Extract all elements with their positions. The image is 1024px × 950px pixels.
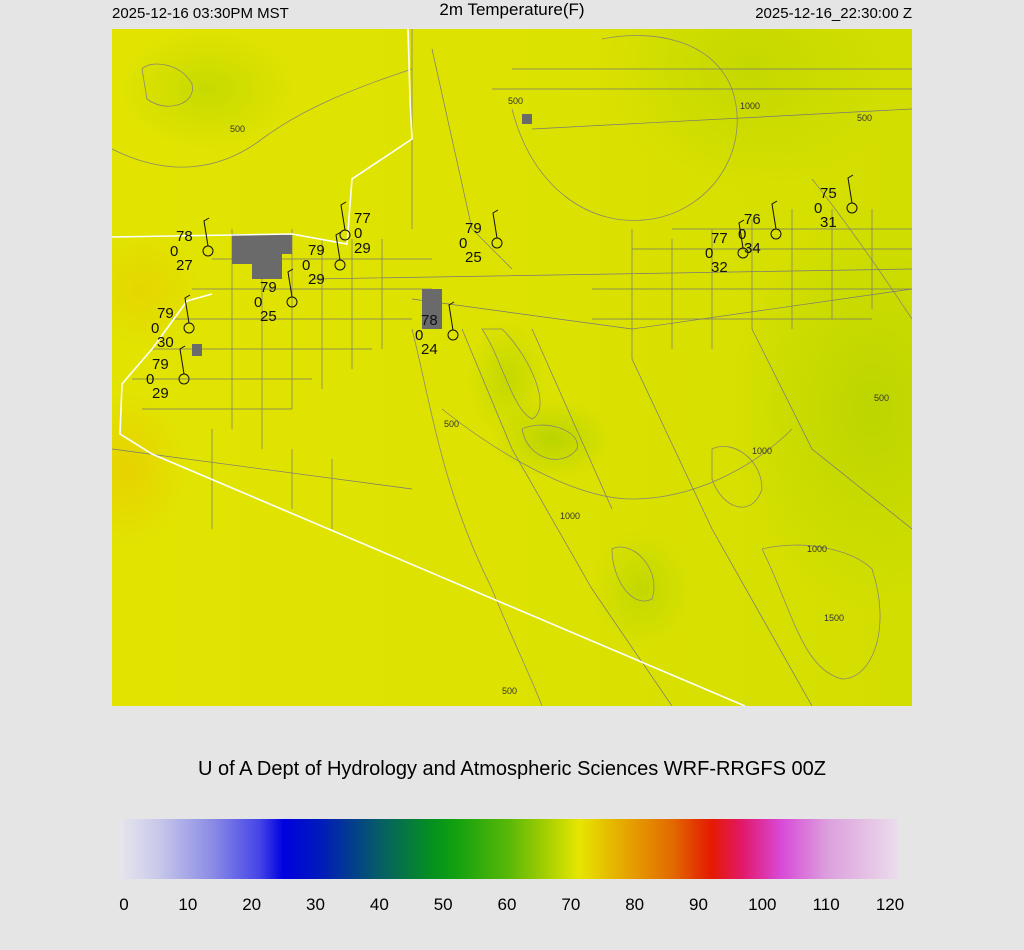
colorbar-tick-label: 80: [625, 895, 645, 914]
station-circle-icon: [770, 228, 782, 240]
station-code: 0: [459, 235, 468, 252]
station-temp: 77: [354, 210, 371, 227]
contour-label: 500: [444, 419, 459, 429]
station-temp: 79: [157, 305, 174, 322]
station-temp: 77: [711, 230, 728, 247]
wind-barb-icon: [335, 231, 342, 261]
colorbar-tick-label: 30: [306, 895, 325, 914]
station-dew: 32: [711, 259, 728, 276]
station-circle-icon: [846, 202, 858, 214]
wind-barb-icon: [287, 268, 294, 298]
wind-barb-icon: [492, 209, 499, 239]
station-dew: 29: [152, 385, 169, 402]
colorbar-tick-label: 0: [119, 895, 129, 914]
station-dew: 31: [820, 214, 837, 231]
station-circle-icon: [339, 229, 351, 241]
station-code: 0: [151, 320, 160, 337]
wind-barb-icon: [179, 345, 186, 375]
colorbar-tick-label: 20: [242, 895, 262, 914]
wind-barb-icon: [203, 217, 210, 247]
station-dew: 25: [260, 308, 277, 325]
valid-time: 2025-12-16_22:30:00 Z: [755, 5, 912, 22]
station-circle-icon: [202, 245, 214, 257]
colorbar-tick-label: 120: [875, 895, 905, 914]
contour-label: 500: [508, 96, 523, 106]
station-temp: 79: [152, 356, 169, 373]
map-overlay: 500 500 1000 500 500 500 1000 1000 1000 …: [112, 29, 912, 706]
colorbar-tick-label: 70: [561, 895, 581, 914]
colorbar-tick-label: 60: [497, 895, 517, 914]
wind-barb-icon: [448, 301, 455, 331]
local-time: 2025-12-16 03:30PM MST: [112, 5, 289, 22]
station-circle-icon: [447, 329, 459, 341]
station-code: 0: [170, 243, 179, 260]
contour-label: 500: [502, 686, 517, 696]
station-temp: 76: [744, 211, 761, 228]
station-dew: 24: [421, 341, 438, 358]
colorbar-tick-label: 40: [369, 895, 389, 914]
contour-label: 500: [874, 393, 889, 403]
temperature-map[interactable]: 500 500 1000 500 500 500 1000 1000 1000 …: [112, 29, 912, 706]
urban-areas: [192, 114, 532, 356]
station-circle-icon: [491, 237, 503, 249]
wind-barb-icon: [340, 201, 347, 231]
colorbar: [120, 819, 898, 879]
state-and-border-lines: [112, 29, 746, 706]
station-dew: 30: [157, 334, 174, 351]
contour-label: 1500: [824, 613, 844, 623]
terrain-contours: [112, 35, 912, 706]
station-circle-icon: [334, 259, 346, 271]
station-dew: 27: [176, 257, 193, 274]
station-code: 0: [415, 327, 424, 344]
station-code: 0: [814, 200, 823, 217]
contour-label: 1000: [740, 101, 760, 111]
colorbar-tick-label: 90: [689, 895, 708, 914]
station-markers: [178, 174, 858, 385]
credit-line: U of A Dept of Hydrology and Atmospheric…: [197, 758, 827, 780]
station-temp: 79: [308, 242, 325, 259]
contour-label: 500: [857, 113, 872, 123]
station-code: 0: [354, 225, 363, 242]
station-dew: 34: [744, 240, 761, 257]
station-temp: 79: [260, 279, 277, 296]
colorbar-tick-label: 100: [748, 895, 777, 914]
station-code: 0: [254, 294, 263, 311]
colorbar-tick-label: 50: [433, 895, 453, 914]
station-temp: 75: [820, 185, 837, 202]
colorbar-tick-label: 110: [812, 895, 840, 914]
station-code: 0: [302, 257, 311, 274]
station-dew: 25: [465, 249, 482, 266]
station-temp: 79: [465, 220, 482, 237]
contour-label: 1000: [807, 544, 827, 554]
station-temp: 78: [421, 312, 438, 329]
station-circle-icon: [183, 322, 195, 334]
wind-barb-icon: [771, 200, 778, 230]
contour-labels: 500 500 1000 500 500 500 1000 1000 1000 …: [230, 96, 889, 696]
contour-label: 1000: [752, 446, 772, 456]
station-code: 0: [705, 245, 714, 262]
wind-barb-icon: [847, 174, 854, 204]
station-temp: 78: [176, 228, 193, 245]
colorbar-tick-label: 10: [178, 895, 198, 914]
station-dew: 29: [354, 240, 371, 257]
map-title: 2m Temperature(F): [439, 0, 585, 19]
wind-barb-icon: [184, 294, 191, 324]
wind-barb-icon: [738, 219, 745, 249]
contour-label: 500: [230, 124, 245, 134]
contour-label: 1000: [560, 511, 580, 521]
station-dew: 29: [308, 271, 325, 288]
station-code: 0: [146, 371, 155, 388]
station-code: 0: [738, 226, 747, 243]
